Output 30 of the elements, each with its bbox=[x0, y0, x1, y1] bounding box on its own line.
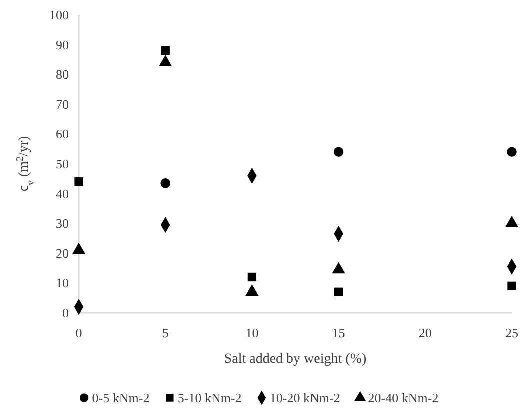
y-tick-label: 20 bbox=[56, 246, 69, 261]
y-tick-label: 100 bbox=[50, 8, 69, 22]
y-tick-label: 50 bbox=[56, 156, 69, 172]
point bbox=[507, 147, 517, 157]
point bbox=[160, 178, 170, 188]
y-tick-label: 10 bbox=[56, 276, 69, 291]
legend-label: 20-40 kNm-2 bbox=[368, 390, 439, 406]
point bbox=[161, 46, 170, 56]
y-tick-label: 40 bbox=[56, 186, 69, 202]
legend-label: 10-20 kNm-2 bbox=[270, 390, 340, 406]
y-tick-label: 70 bbox=[56, 96, 69, 112]
x-tick-label: 5 bbox=[162, 326, 169, 340]
legend-label: 5-10 kNm-2 bbox=[178, 390, 242, 406]
x-tick-label: 10 bbox=[246, 326, 259, 340]
legend-label: 0-5 kNm-2 bbox=[92, 390, 150, 406]
y-tick-label: 0 bbox=[62, 306, 69, 320]
x-tick-label: 20 bbox=[418, 326, 432, 340]
point bbox=[334, 147, 344, 157]
x-tick-label: 0 bbox=[76, 326, 82, 340]
x-axis-title: Salt added by weight (%) bbox=[224, 352, 367, 367]
point bbox=[248, 272, 257, 282]
x-tick-label: 25 bbox=[506, 326, 518, 340]
y-tick-label: 90 bbox=[56, 37, 69, 52]
x-tick-label: 15 bbox=[332, 326, 346, 340]
y-tick-label: 30 bbox=[56, 216, 69, 232]
y-tick-label: 60 bbox=[56, 126, 69, 142]
point bbox=[74, 178, 84, 186]
y-tick-label: 80 bbox=[56, 67, 69, 82]
point bbox=[508, 282, 516, 291]
point bbox=[334, 288, 344, 296]
